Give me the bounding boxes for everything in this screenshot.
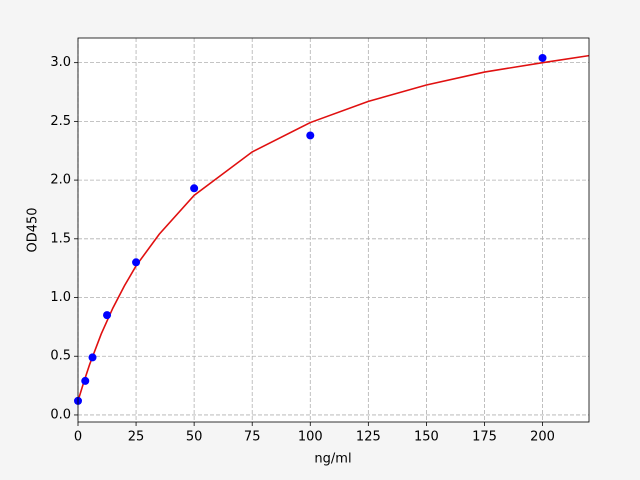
x-tick-label: 75 (244, 430, 261, 445)
x-tick-label: 25 (128, 430, 145, 445)
data-point (190, 184, 199, 193)
data-point (88, 353, 97, 362)
y-tick-label: 0.0 (50, 407, 71, 422)
data-point (306, 131, 315, 140)
fit-curve (77, 54, 590, 402)
plot-frame (77, 37, 590, 423)
y-tick-label: 0.5 (50, 349, 71, 364)
x-tick-label: 150 (414, 430, 439, 445)
data-point (132, 258, 141, 267)
x-tick-label: 175 (472, 430, 497, 445)
x-tick-label: 0 (74, 430, 82, 445)
data-point (538, 53, 547, 62)
x-tick-label: 100 (298, 430, 323, 445)
data-point (81, 376, 90, 385)
x-tick-label: 50 (186, 430, 203, 445)
x-axis-label: ng/ml (314, 452, 351, 467)
y-tick-label: 1.0 (50, 290, 71, 305)
y-tick-label: 1.5 (50, 231, 71, 246)
y-tick-label: 2.0 (50, 173, 71, 188)
y-tick-label: 2.5 (50, 114, 71, 129)
x-tick-label: 200 (530, 430, 555, 445)
plot-layer (74, 38, 590, 422)
plot-area (78, 38, 589, 422)
x-tick-label: 125 (356, 430, 381, 445)
y-tick-label: 3.0 (50, 55, 71, 70)
y-axis-label: OD450 (26, 207, 41, 252)
data-point (103, 311, 112, 320)
